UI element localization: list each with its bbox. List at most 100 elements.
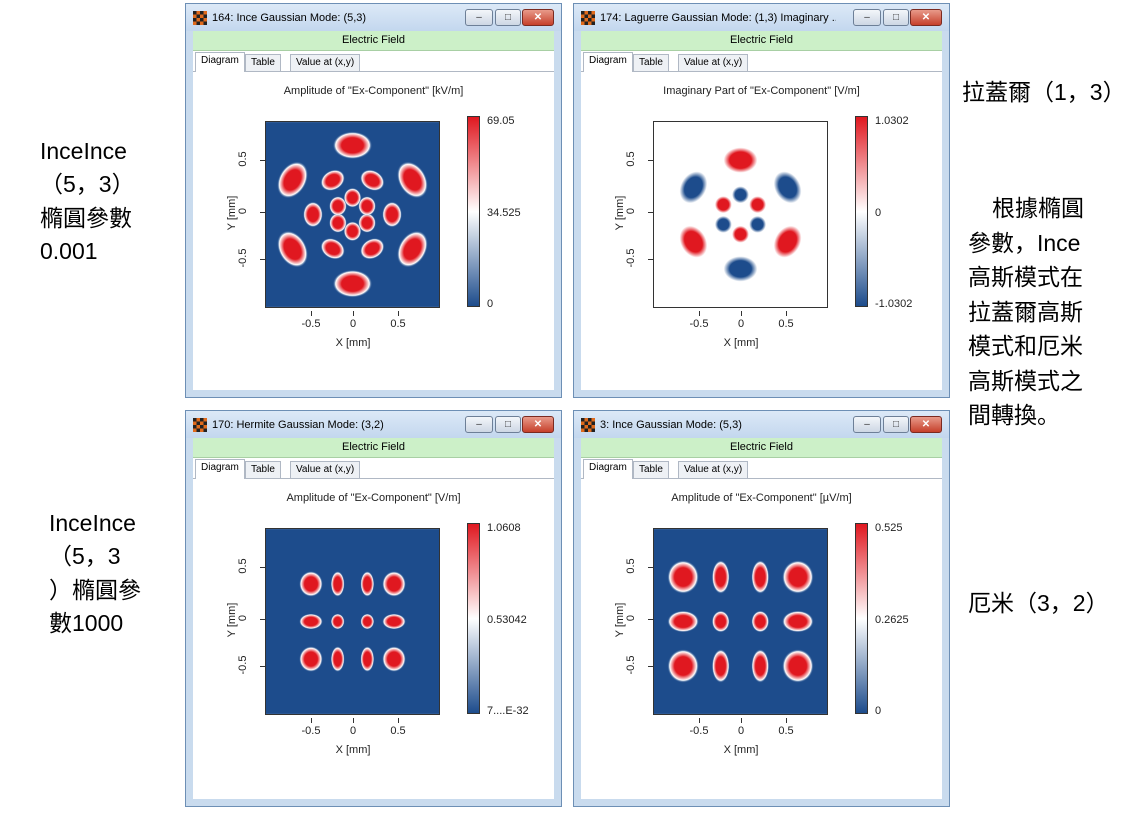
mode-lobe bbox=[332, 131, 373, 160]
field-label-bar: Electric Field bbox=[581, 438, 942, 458]
plot-title: Amplitude of "Ex-Component" [kV/m] bbox=[283, 85, 464, 97]
y-tick bbox=[648, 567, 653, 568]
field-heatmap[interactable] bbox=[265, 121, 440, 308]
mode-lobe bbox=[343, 221, 362, 242]
colorbar-tick-label: 1.0608 bbox=[487, 522, 521, 534]
tab-table[interactable]: Table bbox=[245, 54, 281, 71]
mode-lobe bbox=[396, 230, 428, 268]
field-heatmap[interactable] bbox=[653, 121, 828, 308]
tab-diagram[interactable]: Diagram bbox=[583, 459, 633, 479]
colorbar-tick-label: 0 bbox=[875, 207, 882, 219]
tab-table[interactable]: Table bbox=[633, 54, 669, 71]
app-icon bbox=[581, 11, 595, 25]
y-axis-label: Y [mm] bbox=[614, 195, 626, 231]
close-button[interactable]: ✕ bbox=[522, 416, 554, 433]
minimize-button[interactable]: – bbox=[465, 416, 493, 433]
x-tick-label: -0.5 bbox=[689, 318, 709, 330]
mode-lobe bbox=[751, 610, 770, 633]
mode-lobe bbox=[343, 187, 362, 208]
window-client: Electric Field Diagram Table Value at (x,y)… bbox=[581, 31, 942, 390]
note-line: （5，3 bbox=[49, 543, 121, 570]
mode-lobe bbox=[771, 223, 804, 261]
note-line: 橢圓參數 bbox=[40, 204, 132, 231]
window-client: Electric Field Diagram Table Value at (x,y)… bbox=[193, 31, 554, 390]
window-titlebar[interactable]: 170: Hermite Gaussian Mode: (3,2) – □ ✕ bbox=[186, 411, 561, 438]
tab-value-at-xy[interactable]: Value at (x,y) bbox=[678, 461, 749, 478]
y-tick-label: 0.5 bbox=[625, 558, 637, 574]
maximize-button[interactable]: □ bbox=[883, 416, 909, 433]
colorbar-tick-label: 69.05 bbox=[487, 115, 515, 127]
tab-table[interactable]: Table bbox=[633, 461, 669, 478]
note-line: InceInce bbox=[49, 510, 136, 536]
close-button[interactable]: ✕ bbox=[910, 9, 942, 26]
note-line: 根據橢圓 bbox=[992, 195, 1084, 221]
field-heatmap[interactable] bbox=[265, 528, 440, 715]
minimize-button[interactable]: – bbox=[465, 9, 493, 26]
note-right-bottom: 厄米（3，2） bbox=[968, 590, 1109, 616]
note-line: 數1000 bbox=[49, 610, 124, 637]
x-axis-label: X [mm] bbox=[335, 744, 371, 756]
y-tick-label: -0.5 bbox=[625, 248, 637, 268]
note-left-bottom: InceInce （5，3 ）橢圓參 數1000 bbox=[49, 507, 141, 640]
note-line: ）橢圓參 bbox=[49, 576, 141, 603]
tab-value-at-xy[interactable]: Value at (x,y) bbox=[290, 461, 361, 478]
minimize-button[interactable]: – bbox=[853, 416, 881, 433]
x-tick-label: 0 bbox=[349, 725, 357, 737]
mode-lobe bbox=[782, 649, 814, 683]
maximize-button[interactable]: □ bbox=[495, 416, 521, 433]
mode-lobe bbox=[329, 196, 347, 216]
mode-lobe bbox=[720, 254, 761, 284]
mode-lobe bbox=[277, 230, 309, 268]
note-right-top: 拉蓋爾（1，3） bbox=[962, 79, 1126, 105]
app-icon bbox=[581, 418, 595, 432]
mode-lobe bbox=[771, 168, 804, 206]
mode-lobe bbox=[667, 649, 699, 683]
tab-diagram[interactable]: Diagram bbox=[195, 52, 245, 72]
tab-value-at-xy[interactable]: Value at (x,y) bbox=[290, 54, 361, 71]
mode-lobe bbox=[747, 194, 768, 215]
note-line: 參數，Ince bbox=[968, 229, 1081, 256]
maximize-button[interactable]: □ bbox=[883, 9, 909, 26]
mode-lobe bbox=[713, 194, 734, 215]
mode-lobe bbox=[299, 613, 323, 630]
mode-lobe bbox=[677, 168, 710, 206]
tab-diagram[interactable]: Diagram bbox=[195, 459, 245, 479]
minimize-button[interactable]: – bbox=[853, 9, 881, 26]
y-tick-label: 0 bbox=[237, 614, 249, 622]
colorbar-tick-label: 0 bbox=[487, 298, 494, 310]
mode-lobe bbox=[360, 169, 385, 191]
tab-strip: Diagram Table Value at (x,y) bbox=[581, 52, 942, 72]
x-axis-label: X [mm] bbox=[723, 337, 759, 349]
mode-lobe bbox=[782, 610, 814, 633]
colorbar-tick-label: 34.525 bbox=[487, 207, 521, 219]
close-button[interactable]: ✕ bbox=[910, 416, 942, 433]
mode-lobe bbox=[277, 161, 309, 199]
note-line: 高斯模式之 bbox=[968, 367, 1083, 394]
tab-diagram[interactable]: Diagram bbox=[583, 52, 633, 72]
tab-table[interactable]: Table bbox=[245, 461, 281, 478]
tab-strip: Diagram Table Value at (x,y) bbox=[581, 459, 942, 479]
x-tick bbox=[741, 718, 742, 723]
window-titlebar[interactable]: 174: Laguerre Gaussian Mode: (1,3) Imagi… bbox=[574, 4, 949, 31]
window-titlebar[interactable]: 3: Ince Gaussian Mode: (5,3) – □ ✕ bbox=[574, 411, 949, 438]
mode-lobe bbox=[358, 196, 376, 216]
tab-value-at-xy[interactable]: Value at (x,y) bbox=[678, 54, 749, 71]
x-tick bbox=[699, 718, 700, 723]
note-line: 高斯模式在 bbox=[968, 264, 1083, 290]
x-tick-label: 0 bbox=[737, 318, 745, 330]
plot-window: 3: Ince Gaussian Mode: (5,3) – □ ✕ Electric … bbox=[573, 410, 950, 807]
mode-lobe bbox=[751, 560, 770, 594]
mode-lobe bbox=[358, 213, 376, 233]
y-tick-label: 0.5 bbox=[237, 558, 249, 574]
note-right-middle: 根據橢圓 參數，Ince 高斯模式在 拉蓋爾高斯 模式和厄米 高斯模式之 間轉換… bbox=[968, 191, 1084, 433]
y-tick bbox=[260, 259, 265, 260]
note-line: （5，3） bbox=[40, 171, 135, 198]
mode-lobe bbox=[751, 649, 770, 683]
window-title: 174: Laguerre Gaussian Mode: (1,3) Imagi… bbox=[600, 12, 836, 24]
y-tick-label: 0.5 bbox=[237, 151, 249, 167]
x-axis-label: X [mm] bbox=[723, 744, 759, 756]
window-titlebar[interactable]: 164: Ince Gaussian Mode: (5,3) – □ ✕ bbox=[186, 4, 561, 31]
field-heatmap[interactable] bbox=[653, 528, 828, 715]
close-button[interactable]: ✕ bbox=[522, 9, 554, 26]
maximize-button[interactable]: □ bbox=[495, 9, 521, 26]
